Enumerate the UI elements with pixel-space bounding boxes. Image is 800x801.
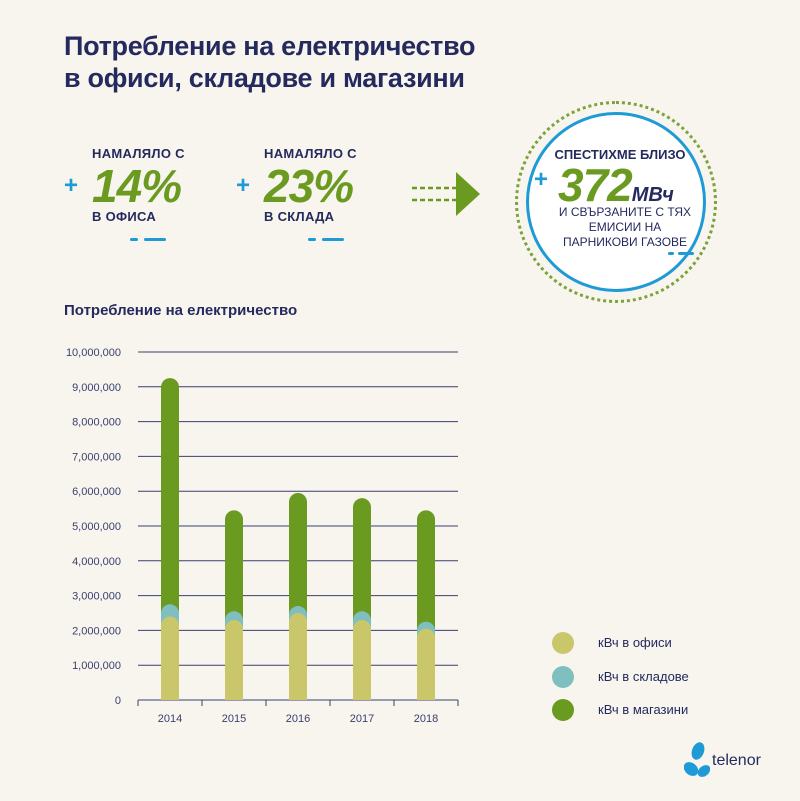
bar-chart: 0 1,000,000 2,000,000 3,000,000 4,000,000 5,0… <box>66 347 459 725</box>
legend-label-stores: кВч в магазини <box>598 702 689 717</box>
y-tick-label: 6,000,000 <box>72 486 121 498</box>
x-tick-label: 2017 <box>350 713 374 725</box>
dash-icon <box>668 252 674 255</box>
savings-line-3: ПАРНИКОВИ ГАЗОВЕ <box>562 235 688 249</box>
savings-top: СПЕСТИХМЕ БЛИЗО <box>554 147 686 162</box>
savings-line-2: ЕМИСИИ НА <box>588 220 662 234</box>
savings-line-1: И СВЪРЗАНИТЕ С ТЯХ <box>558 205 692 219</box>
savings-unit: МВч <box>631 184 674 206</box>
stat-offices: НАМАЛЯЛО С 14% В ОФИСА <box>92 146 185 224</box>
x-tick-label: 2018 <box>414 713 438 725</box>
chart-title: Потребление на електричество <box>64 302 298 319</box>
legend-label-warehouses: кВч в складове <box>598 669 689 684</box>
stat-offices-value: 14% <box>92 160 182 212</box>
bar-кВч-в-магазини-2014 <box>161 387 179 614</box>
dash-icon <box>678 252 694 255</box>
dash-icon <box>130 238 138 241</box>
arrow-right-icon <box>412 172 480 216</box>
x-tick-label: 2016 <box>286 713 310 725</box>
y-tick-label: 5,000,000 <box>72 521 121 533</box>
legend-swatch-offices <box>552 632 574 654</box>
bar-cap <box>161 616 179 635</box>
savings-circle <box>526 112 706 292</box>
bar-cap <box>289 613 307 631</box>
stat-warehouse-top: НАМАЛЯЛО С <box>264 146 357 161</box>
savings-value-row: 372МВч <box>558 158 674 212</box>
bar-cap <box>417 510 435 529</box>
bar-cap <box>353 619 371 638</box>
bar-cap <box>161 378 179 397</box>
title-line-1: Потребление на електричество <box>64 31 476 61</box>
x-tick-label: 2014 <box>158 713 182 725</box>
y-tick-label: 3,000,000 <box>72 591 121 603</box>
y-tick-label: 10,000,000 <box>66 347 121 359</box>
legend-swatch-stores <box>552 699 574 721</box>
bar-cap <box>289 492 307 511</box>
stat-offices-top: НАМАЛЯЛО С <box>92 146 185 161</box>
y-tick-label: 2,000,000 <box>72 625 121 637</box>
bar-cap <box>225 619 243 638</box>
stat-warehouse: НАМАЛЯЛО С 23% В СКЛАДА <box>264 146 357 224</box>
y-tick-label: 7,000,000 <box>72 451 121 463</box>
savings-circle-outer <box>515 101 717 303</box>
bar-кВч-в-офиси-2016 <box>289 622 307 700</box>
legend-label-offices: кВч в офиси <box>598 635 672 650</box>
bar-кВч-в-офиси-2018 <box>417 637 435 700</box>
dash-icon <box>322 238 344 241</box>
logo-text: telenor <box>712 752 761 769</box>
telenor-propeller-icon <box>684 742 710 777</box>
bar-cap <box>417 628 435 647</box>
legend-swatch-warehouses <box>552 666 574 688</box>
stat-warehouse-value: 23% <box>264 160 354 212</box>
bar-кВч-в-офиси-2017 <box>353 628 371 700</box>
title-line-2: в офиси, складове и магазини <box>64 63 465 93</box>
y-tick-label: 9,000,000 <box>72 382 121 394</box>
y-tick-label: 1,000,000 <box>72 660 121 672</box>
stat-offices-bottom: В ОФИСА <box>92 209 157 224</box>
bar-cap <box>225 510 243 529</box>
dash-icon <box>308 238 316 241</box>
bar-кВч-в-офиси-2014 <box>161 625 179 700</box>
bar-кВч-в-офиси-2015 <box>225 628 243 700</box>
savings-value: 372 <box>558 159 633 211</box>
plus-icon: + <box>534 166 549 193</box>
bar-cap <box>353 498 371 517</box>
bar-кВч-в-магазини-2017 <box>353 507 371 621</box>
bar-кВч-в-магазини-2016 <box>289 501 307 616</box>
page-title: Потребление на електричество в офиси, ск… <box>64 30 476 94</box>
plus-icon: + <box>236 172 251 199</box>
dash-icon <box>144 238 166 241</box>
bar-кВч-в-магазини-2015 <box>225 519 243 621</box>
x-tick-label: 2015 <box>222 713 246 725</box>
y-tick-label: 0 <box>115 695 121 707</box>
bar-кВч-в-магазини-2018 <box>417 519 435 631</box>
y-tick-label: 8,000,000 <box>72 417 121 429</box>
y-tick-label: 4,000,000 <box>72 556 121 568</box>
stat-warehouse-bottom: В СКЛАДА <box>264 209 335 224</box>
plus-icon: + <box>64 172 79 199</box>
